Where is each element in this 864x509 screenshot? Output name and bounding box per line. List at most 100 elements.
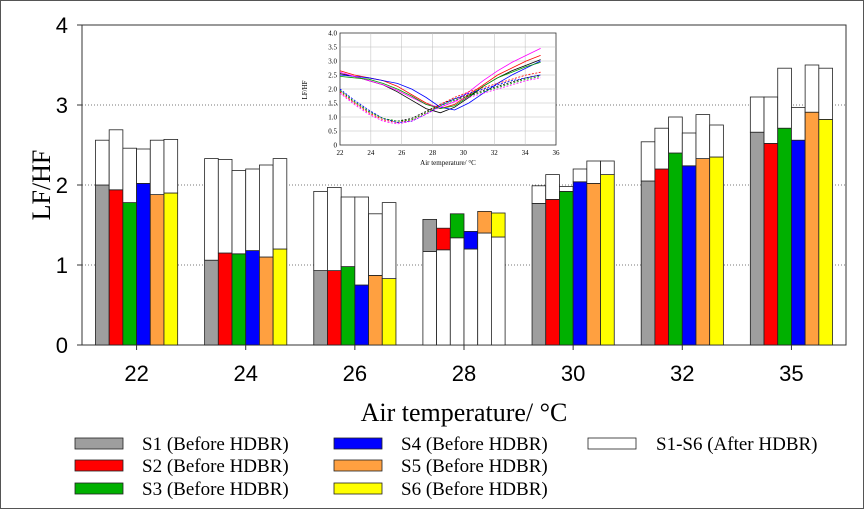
bar-after-3 xyxy=(668,116,683,154)
bar-before-6 xyxy=(163,192,179,346)
bar-before-1 xyxy=(204,259,219,346)
bar-after-4 xyxy=(463,248,479,346)
bar-before-4 xyxy=(463,230,479,250)
bar-after-4 xyxy=(245,168,260,251)
bar-after-3 xyxy=(777,67,792,129)
bar-after-4 xyxy=(572,168,588,183)
bar-before-6 xyxy=(818,119,833,346)
bar-after-6 xyxy=(381,202,397,280)
bar-before-3 xyxy=(668,152,683,346)
x-tick-label: 24 xyxy=(233,361,257,386)
bar-after-5 xyxy=(804,64,820,113)
inset-y-tick-label: 1.0 xyxy=(328,114,337,122)
legend-swatch-4 xyxy=(333,437,383,450)
inset-y-tick-label: 3.5 xyxy=(328,44,337,52)
x-tick-label: 28 xyxy=(452,361,476,386)
bar-after-5 xyxy=(259,164,274,258)
legend-label-1: S1 (Before HDBR) xyxy=(142,434,289,455)
bar-after-3 xyxy=(340,196,356,267)
bar-before-2 xyxy=(108,189,124,346)
bar-before-2 xyxy=(545,198,560,346)
bar-before-4 xyxy=(681,165,697,346)
bar-after-2 xyxy=(654,127,669,170)
bar-after-3 xyxy=(231,170,247,255)
legend-label-4: S4 (Before HDBR) xyxy=(401,434,548,455)
bar-after-5 xyxy=(586,160,601,184)
bar-after-2 xyxy=(108,129,124,191)
bar-before-1 xyxy=(531,202,547,346)
bar-after-1 xyxy=(749,96,765,133)
bar-before-3 xyxy=(777,127,792,346)
bar-after-5 xyxy=(695,114,711,159)
x-tick-label: 35 xyxy=(779,361,803,386)
bar-after-3 xyxy=(449,237,465,346)
bar-after-6 xyxy=(163,138,179,194)
bar-before-6 xyxy=(381,278,397,346)
legend-label-5: S5 (Before HDBR) xyxy=(401,456,548,477)
bar-before-1 xyxy=(95,184,110,346)
bar-after-1 xyxy=(204,158,219,261)
bar-after-1 xyxy=(531,185,547,204)
bar-before-4 xyxy=(136,182,151,346)
bar-after-6 xyxy=(818,67,833,120)
legend-label-2: S2 (Before HDBR) xyxy=(142,456,289,477)
bar-before-3 xyxy=(122,202,137,346)
bar-before-2 xyxy=(436,227,451,251)
bar-after-6 xyxy=(709,124,724,158)
bar-after-6 xyxy=(272,158,288,250)
bar-after-1 xyxy=(95,139,110,186)
inset-y-tick-label: 0.5 xyxy=(328,128,337,136)
bar-before-4 xyxy=(572,181,588,346)
inset-x-tick-label: 26 xyxy=(398,149,406,157)
inset-y-tick-label: 4.0 xyxy=(328,30,337,38)
bar-after-6 xyxy=(600,160,615,176)
legend-label-3: S3 (Before HDBR) xyxy=(142,479,289,500)
inset-y-axis-label: LF/HF xyxy=(301,80,309,99)
x-tick-label: 22 xyxy=(124,361,148,386)
inset-series-line-10 xyxy=(339,76,541,122)
bar-before-5 xyxy=(695,158,711,346)
bar-before-1 xyxy=(313,270,328,346)
bar-before-5 xyxy=(149,194,165,346)
legend-label-after: S1-S6 (After HDBR) xyxy=(656,434,818,455)
bar-after-1 xyxy=(422,250,437,346)
bar-before-1 xyxy=(749,131,765,346)
inset-x-axis-label: Air temperature/ °C xyxy=(420,159,476,167)
bar-after-3 xyxy=(559,186,574,192)
bar-before-5 xyxy=(368,274,383,346)
bar-after-4 xyxy=(136,148,151,184)
bar-after-2 xyxy=(545,174,560,200)
bar-after-1 xyxy=(313,190,328,271)
bar-after-5 xyxy=(149,139,165,195)
inset-x-tick-label: 24 xyxy=(367,149,375,157)
bar-after-4 xyxy=(791,107,806,141)
inset-y-tick-label: 0 xyxy=(334,142,338,150)
x-tick-label: 26 xyxy=(343,361,367,386)
bar-after-1 xyxy=(640,141,656,182)
bar-before-2 xyxy=(763,142,779,346)
bar-after-2 xyxy=(327,186,342,271)
bar-before-6 xyxy=(272,248,288,346)
inset-y-tick-label: 2.5 xyxy=(328,72,337,80)
bar-after-2 xyxy=(217,158,233,254)
bar-before-5 xyxy=(259,256,274,346)
legend-swatch-after xyxy=(587,437,637,450)
bar-after-5 xyxy=(477,232,492,346)
inset-series-line-9 xyxy=(339,77,541,125)
y-tick-label: 4 xyxy=(56,13,68,38)
bar-before-1 xyxy=(640,180,656,346)
bar-after-3 xyxy=(122,147,137,203)
bar-before-4 xyxy=(245,250,260,346)
bar-before-5 xyxy=(804,111,820,346)
legend-swatch-1 xyxy=(74,437,124,450)
legend-swatch-2 xyxy=(74,459,124,472)
legend-swatch-6 xyxy=(333,482,383,495)
bar-after-2 xyxy=(436,249,451,346)
y-tick-label: 2 xyxy=(56,173,68,198)
legend-swatch-5 xyxy=(333,459,383,472)
bar-before-3 xyxy=(449,213,465,239)
bar-before-1 xyxy=(422,218,437,252)
x-axis-label: Air temperature/ °C xyxy=(361,398,568,427)
x-tick-label: 32 xyxy=(670,361,694,386)
